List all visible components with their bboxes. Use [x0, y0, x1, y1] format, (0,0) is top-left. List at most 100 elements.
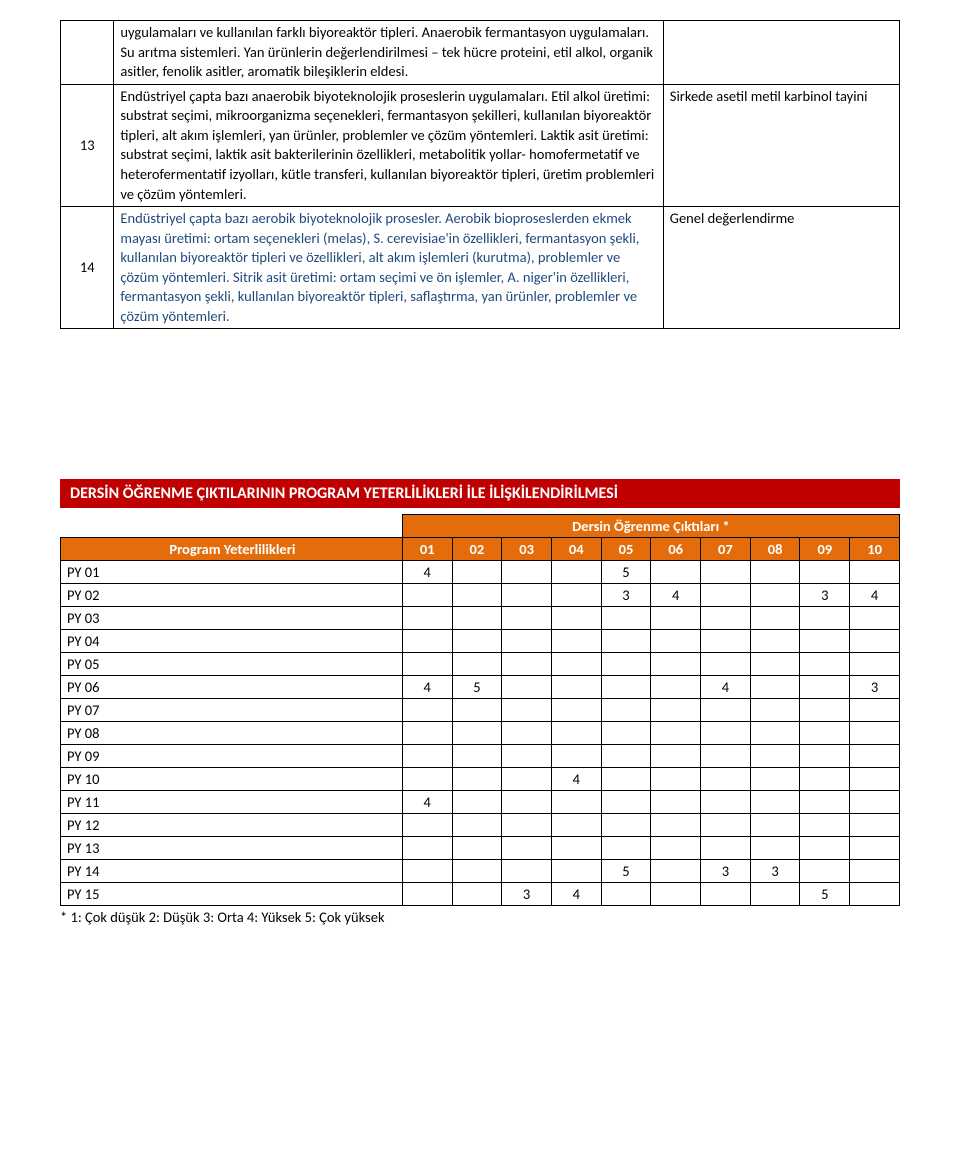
matrix-superheader-cell: Dersin Öğrenme Çıktıları * — [402, 515, 899, 538]
matrix-cell — [701, 584, 751, 607]
matrix-cell — [502, 653, 552, 676]
matrix-cell — [402, 630, 452, 653]
matrix-cell — [551, 722, 601, 745]
matrix-empty-corner — [61, 515, 403, 538]
matrix-cell — [402, 607, 452, 630]
matrix-cell — [601, 768, 651, 791]
matrix-cell — [502, 860, 552, 883]
matrix-cell — [750, 630, 800, 653]
matrix-cell — [651, 561, 701, 584]
matrix-cell — [750, 814, 800, 837]
week-note-cell: Sirkede asetil metil karbinol tayini — [663, 84, 899, 206]
matrix-cell — [601, 630, 651, 653]
matrix-cell — [750, 745, 800, 768]
table-row: 13Endüstriyel çapta bazı anaerobik biyot… — [61, 84, 900, 206]
matrix-cell — [502, 768, 552, 791]
description-text: Endüstriyel çapta bazı anaerobik biyotek… — [120, 87, 654, 203]
matrix-cell — [651, 791, 701, 814]
matrix-cell — [800, 860, 850, 883]
matrix-row: PY 12 — [61, 814, 900, 837]
matrix-cell — [402, 883, 452, 906]
matrix-cell — [452, 653, 502, 676]
matrix-cell: 4 — [402, 791, 452, 814]
matrix-row-label: PY 12 — [61, 814, 403, 837]
matrix-cell — [601, 653, 651, 676]
matrix-header-row: Program Yeterlilikleri010203040506070809… — [61, 538, 900, 561]
matrix-cell — [402, 837, 452, 860]
matrix-cell: 5 — [601, 860, 651, 883]
matrix-cell — [651, 768, 701, 791]
matrix-cell — [601, 745, 651, 768]
matrix-cell — [651, 814, 701, 837]
matrix-row: PY 023434 — [61, 584, 900, 607]
matrix-cell — [651, 837, 701, 860]
matrix-cell — [850, 607, 900, 630]
matrix-cell — [601, 676, 651, 699]
matrix-cell — [651, 607, 701, 630]
matrix-cell: 4 — [402, 676, 452, 699]
matrix-row-label: PY 02 — [61, 584, 403, 607]
matrix-cell: 4 — [701, 676, 751, 699]
matrix-cell — [452, 584, 502, 607]
matrix-cell — [551, 814, 601, 837]
matrix-cell — [452, 561, 502, 584]
matrix-cell — [551, 860, 601, 883]
matrix-cell — [502, 584, 552, 607]
matrix-cell — [701, 745, 751, 768]
matrix-cell: 5 — [800, 883, 850, 906]
section-title-banner: DERSİN ÖĞRENME ÇIKTILARININ PROGRAM YETE… — [60, 479, 900, 508]
matrix-cell — [402, 699, 452, 722]
matrix-superheader-row: Dersin Öğrenme Çıktıları * — [61, 515, 900, 538]
matrix-cell — [850, 883, 900, 906]
matrix-rowheader-label: Program Yeterlilikleri — [61, 538, 403, 561]
matrix-cell — [701, 883, 751, 906]
matrix-cell — [800, 814, 850, 837]
matrix-row-label: PY 06 — [61, 676, 403, 699]
matrix-cell: 3 — [601, 584, 651, 607]
matrix-cell — [701, 699, 751, 722]
matrix-column-header: 06 — [651, 538, 701, 561]
matrix-cell — [701, 561, 751, 584]
week-index-cell: 14 — [61, 207, 114, 329]
matrix-row: PY 114 — [61, 791, 900, 814]
matrix-column-header: 01 — [402, 538, 452, 561]
matrix-cell — [750, 584, 800, 607]
matrix-cell — [750, 676, 800, 699]
matrix-row: PY 07 — [61, 699, 900, 722]
matrix-cell — [750, 883, 800, 906]
matrix-cell — [502, 745, 552, 768]
matrix-cell — [601, 722, 651, 745]
matrix-cell — [402, 584, 452, 607]
matrix-cell — [452, 699, 502, 722]
matrix-cell — [601, 699, 651, 722]
matrix-column-header: 03 — [502, 538, 552, 561]
matrix-row: PY 15345 — [61, 883, 900, 906]
matrix-column-header: 07 — [701, 538, 751, 561]
matrix-column-header: 02 — [452, 538, 502, 561]
matrix-cell — [701, 630, 751, 653]
matrix-cell — [850, 745, 900, 768]
matrix-column-header: 08 — [750, 538, 800, 561]
matrix-cell — [651, 722, 701, 745]
matrix-cell — [601, 791, 651, 814]
week-description-cell: uygulamaları ve kullanılan farklı biyore… — [114, 21, 663, 85]
matrix-cell: 4 — [651, 584, 701, 607]
matrix-row-label: PY 03 — [61, 607, 403, 630]
matrix-cell — [402, 722, 452, 745]
matrix-cell — [750, 699, 800, 722]
matrix-cell — [750, 791, 800, 814]
matrix-row: PY 13 — [61, 837, 900, 860]
matrix-cell — [551, 607, 601, 630]
matrix-cell — [452, 814, 502, 837]
matrix-cell: 3 — [750, 860, 800, 883]
matrix-cell: 3 — [850, 676, 900, 699]
matrix-column-header: 09 — [800, 538, 850, 561]
matrix-row-label: PY 07 — [61, 699, 403, 722]
matrix-cell — [402, 768, 452, 791]
table-row: 14Endüstriyel çapta bazı aerobik biyotek… — [61, 207, 900, 329]
matrix-cell — [452, 791, 502, 814]
outcomes-matrix-table: Dersin Öğrenme Çıktıları *Program Yeterl… — [60, 514, 900, 906]
matrix-cell — [701, 814, 751, 837]
matrix-cell — [402, 814, 452, 837]
matrix-cell — [850, 814, 900, 837]
